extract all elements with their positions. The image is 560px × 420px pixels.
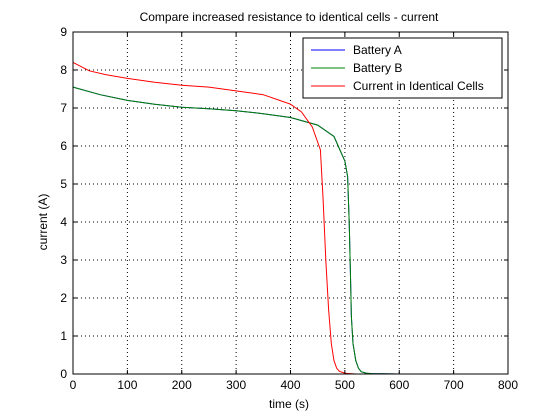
axis-ticks: 0 100 200 300 400 500 600 700 800 0 1 2 3 4 5 6 7 8 9 <box>60 25 518 392</box>
series-lines <box>72 61 508 375</box>
y-tick-label: 1 <box>60 329 67 343</box>
x-tick-label: 700 <box>444 378 464 392</box>
series-line-current-in-identical-cells <box>72 61 508 375</box>
y-tick-label: 3 <box>60 253 67 267</box>
x-tick-label: 100 <box>117 378 137 392</box>
x-axis-label: time (s) <box>269 397 309 411</box>
x-tick-label: 400 <box>280 378 300 392</box>
y-axis-label: current (A) <box>36 194 50 251</box>
x-tick-label: 200 <box>172 378 192 392</box>
y-tick-label: 4 <box>60 215 67 229</box>
grid-lines <box>73 32 508 374</box>
legend-label-battery-b: Battery B <box>353 61 402 75</box>
y-tick-label: 0 <box>60 367 67 381</box>
chart-title: Compare increased resistance to identica… <box>140 10 439 24</box>
y-tick-label: 5 <box>60 177 67 191</box>
y-tick-label: 2 <box>60 291 67 305</box>
x-tick-label: 0 <box>70 378 77 392</box>
x-tick-label: 500 <box>335 378 355 392</box>
x-tick-label: 300 <box>226 378 246 392</box>
legend: Battery A Battery B Current in Identical C… <box>302 37 503 99</box>
x-tick-label: 600 <box>389 378 409 392</box>
series-line-battery-b <box>72 86 508 375</box>
legend-label-current-in-identical-cells: Current in Identical Cells <box>353 79 484 93</box>
y-tick-label: 8 <box>60 63 67 77</box>
y-tick-label: 6 <box>60 139 67 153</box>
y-tick-label: 9 <box>60 25 67 39</box>
y-tick-label: 7 <box>60 101 67 115</box>
x-tick-label: 800 <box>498 378 518 392</box>
legend-label-battery-a: Battery A <box>353 43 402 57</box>
series-line-battery-a <box>72 86 508 375</box>
